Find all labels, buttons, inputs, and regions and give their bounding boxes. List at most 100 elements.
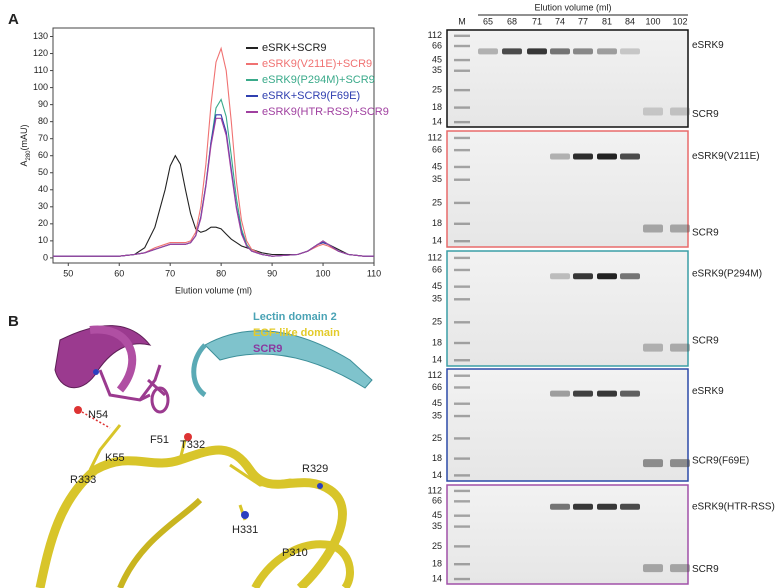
y-tick-label: 90 xyxy=(38,99,48,109)
lane-label: 84 xyxy=(625,16,635,26)
legend-label: eSRK9(HTR-RSS)+SCR9 xyxy=(262,106,389,118)
mw-label: 45 xyxy=(432,510,442,520)
structure-image xyxy=(35,325,373,588)
line-series xyxy=(53,117,374,257)
protein-band xyxy=(620,390,640,397)
marker-band xyxy=(454,386,470,389)
gel-image xyxy=(446,29,689,128)
lane-label: 102 xyxy=(672,16,687,26)
marker-band xyxy=(454,69,470,72)
marker-band xyxy=(454,88,470,92)
mw-label: 18 xyxy=(432,337,442,347)
protein-band xyxy=(620,48,640,55)
protein-band xyxy=(573,503,593,510)
protein-band xyxy=(550,503,570,510)
lane-label: 71 xyxy=(532,16,542,26)
y-tick-label: 10 xyxy=(38,235,48,245)
mw-label: 25 xyxy=(432,433,442,443)
gel-band-label: SCR9 xyxy=(692,228,719,239)
marker-band xyxy=(454,148,470,152)
gel-title: Elution volume (ml) xyxy=(534,2,611,12)
marker-band xyxy=(454,489,470,493)
gel-band-label: eSRK9(HTR-RSS) xyxy=(692,501,775,512)
gel-band-label: eSRK9 xyxy=(692,386,724,397)
mw-label: 25 xyxy=(432,317,442,327)
protein-band xyxy=(670,564,690,573)
protein-band xyxy=(550,390,570,397)
x-tick-label: 80 xyxy=(216,268,226,278)
y-axis-title-part: 280 xyxy=(26,150,32,161)
lane-label: 77 xyxy=(578,16,588,26)
lane-label: 100 xyxy=(645,16,660,26)
marker-band xyxy=(454,268,470,272)
protein-band xyxy=(620,153,640,160)
y-axis-title-part: A xyxy=(19,161,29,167)
mw-label: 45 xyxy=(432,281,442,291)
mw-label: 18 xyxy=(432,453,442,463)
marker-band xyxy=(454,120,470,124)
legend-label: eSRK+SCR9(F69E) xyxy=(262,90,360,102)
mw-label: 25 xyxy=(432,85,442,95)
marker-band xyxy=(454,34,470,38)
line-series xyxy=(53,46,374,257)
y-tick-label: 30 xyxy=(38,201,48,211)
protein-band xyxy=(597,48,617,55)
marker-band xyxy=(454,474,470,477)
protein-band xyxy=(620,273,640,280)
mw-label: 14 xyxy=(432,470,442,480)
protein-band xyxy=(597,273,617,280)
legend-label: eSRK9(V211E)+SCR9 xyxy=(262,58,372,70)
x-tick-label: 60 xyxy=(114,268,124,278)
protein-band xyxy=(643,564,663,573)
y-tick-label: 0 xyxy=(43,252,48,262)
gel-band-label: SCR9 xyxy=(692,564,719,575)
mw-label: 35 xyxy=(432,65,442,75)
protein-band xyxy=(597,503,617,510)
mw-label: 112 xyxy=(428,252,442,262)
panel-label: B xyxy=(8,313,19,330)
protein-band xyxy=(573,153,593,160)
mw-label: 66 xyxy=(432,145,442,155)
marker-band xyxy=(454,285,470,288)
residue-label: P310 xyxy=(282,547,308,559)
marker-band xyxy=(454,414,470,418)
protein-band xyxy=(527,48,547,55)
marker-band xyxy=(454,437,470,440)
mw-label: 66 xyxy=(432,382,442,392)
mw-label: 35 xyxy=(432,294,442,304)
structure-legend: EGF-like domain xyxy=(253,327,340,339)
mw-label: 14 xyxy=(432,355,442,365)
protein-band xyxy=(550,153,570,160)
residue-label: N54 xyxy=(88,409,108,421)
mw-label: 45 xyxy=(432,398,442,408)
marker-band xyxy=(454,201,470,205)
marker-band xyxy=(454,359,470,362)
mw-label: 35 xyxy=(432,174,442,184)
mw-label: 35 xyxy=(432,410,442,420)
mw-label: 25 xyxy=(432,197,442,207)
mw-label: 45 xyxy=(432,161,442,171)
mw-label: 35 xyxy=(432,521,442,531)
marker-band xyxy=(454,58,470,62)
structure-legend: SCR9 xyxy=(253,343,282,355)
gel-band-label: SCR9 xyxy=(692,335,719,346)
y-tick-label: 120 xyxy=(33,48,48,58)
marker-band xyxy=(454,457,470,460)
y-axis-title-part: (mAU) xyxy=(19,124,29,150)
line-series xyxy=(53,114,374,257)
gel-image xyxy=(446,130,689,248)
gel-band-label: eSRK9(V211E) xyxy=(692,151,760,162)
mw-label: 14 xyxy=(432,117,442,127)
lane-label: 74 xyxy=(555,16,565,26)
mw-label: 66 xyxy=(432,264,442,274)
mw-label: 14 xyxy=(432,236,442,246)
line-series xyxy=(53,154,374,257)
y-axis-title: A280(mAU) xyxy=(19,124,31,166)
gel-image xyxy=(446,484,689,585)
residue-label: R329 xyxy=(302,463,328,475)
marker-band xyxy=(454,106,470,109)
mw-label: 14 xyxy=(432,573,442,583)
legend-label: eSRK9(P294M)+SCR9 xyxy=(262,74,375,86)
protein-band xyxy=(478,48,498,55)
mw-label: 66 xyxy=(432,40,442,50)
